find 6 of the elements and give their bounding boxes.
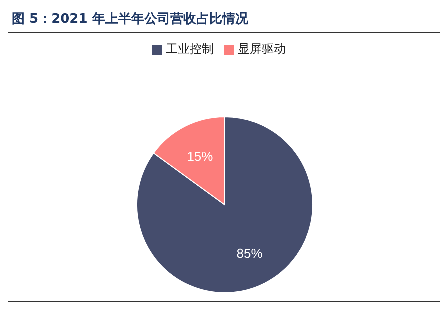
legend-label: 工业控制 [166,42,214,56]
data-label: 85% [236,246,264,262]
chart-title: 图 5：2021 年上半年公司营收占比情况 [8,8,440,33]
pie-slice [136,116,314,294]
legend-label: 显屏驱动 [238,42,286,56]
data-label: 15% [187,148,214,164]
